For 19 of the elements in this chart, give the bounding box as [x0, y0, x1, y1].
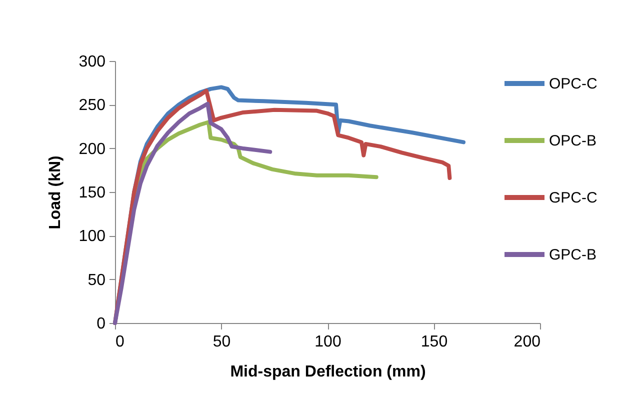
- y-tick-label: 250: [78, 97, 106, 114]
- y-tick-label: 300: [78, 54, 106, 70]
- y-tick-label: 150: [78, 184, 106, 202]
- x-tick-label: 100: [314, 334, 342, 350]
- x-tick-label: 150: [420, 334, 448, 350]
- legend-label: GPC-C: [549, 190, 598, 206]
- y-axis-title: Load (kN): [46, 156, 64, 230]
- x-tick-label: 200: [514, 334, 541, 350]
- legend-label: GPC-B: [549, 246, 597, 264]
- line-series: [113, 102, 272, 325]
- x-tick-label: 0: [116, 334, 124, 350]
- y-tick-label: 100: [78, 228, 106, 246]
- y-tick-label: 50: [88, 272, 106, 289]
- legend-label: OPC-B: [549, 132, 597, 150]
- y-tick-label: 0: [96, 316, 106, 332]
- y-tick-label: 200: [78, 140, 106, 158]
- x-tick-label: 50: [212, 334, 231, 350]
- x-axis-title: Mid-span Deflection (mm): [230, 364, 426, 380]
- legend-label: OPC-C: [549, 76, 598, 92]
